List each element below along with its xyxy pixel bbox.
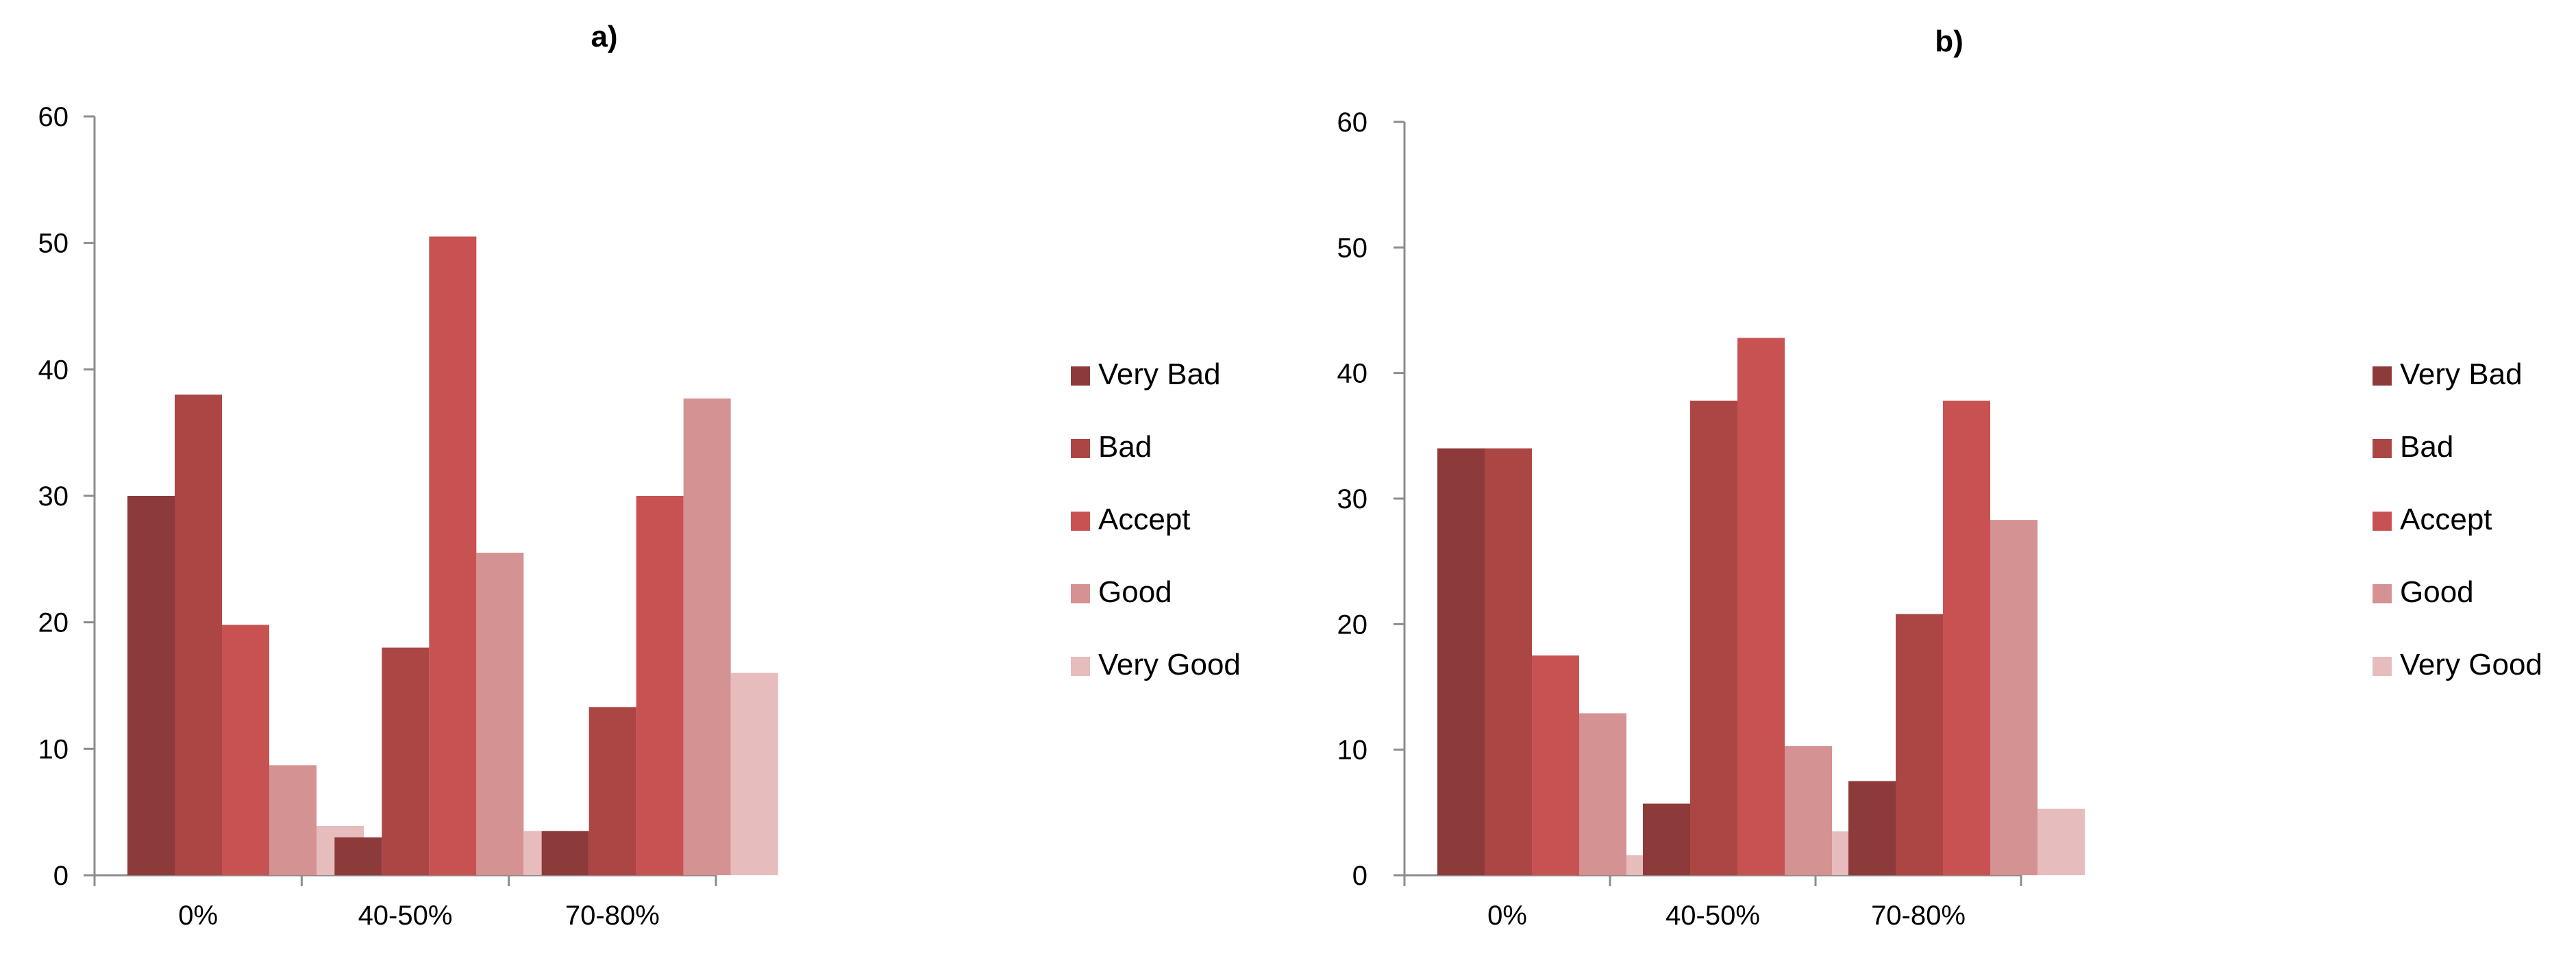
- bar-0-accept: [222, 625, 269, 875]
- y-tick-label: 50: [38, 229, 69, 259]
- bar-70-80-bad: [589, 707, 636, 875]
- x-tick-label: 40-50%: [1665, 901, 1760, 931]
- bar-70-80-very-bad: [1848, 781, 1896, 875]
- legend-swatch-good: [1071, 584, 1090, 603]
- y-tick-label: 30: [1337, 484, 1368, 514]
- y-tick-label: 20: [38, 608, 69, 638]
- bar-70-80-good: [1990, 520, 2038, 875]
- legend-swatch-very-good: [2373, 657, 2392, 676]
- bar-70-80-good: [683, 398, 731, 875]
- legend-label-bad: Bad: [2400, 430, 2453, 464]
- y-tick-label: 50: [1337, 233, 1368, 263]
- bar-0-very-bad: [1437, 448, 1485, 875]
- legend-label-very-bad: Very Bad: [1098, 357, 1221, 391]
- bar-0-good: [269, 765, 317, 875]
- legend-swatch-very-bad: [2373, 366, 2392, 386]
- x-tick-label: 70-80%: [1871, 901, 1966, 931]
- bar-70-80-bad: [1896, 614, 1943, 875]
- legend-swatch-good: [2373, 584, 2392, 603]
- bar-70-80-accept: [636, 496, 684, 875]
- y-tick-label: 30: [38, 481, 69, 512]
- bar-0-good: [1579, 713, 1626, 875]
- x-tick-label: 70-80%: [565, 901, 660, 931]
- chart-title: a): [591, 20, 617, 53]
- y-tick-label: 40: [38, 355, 69, 385]
- chart-b: b) 0 10 20 30 40 50 60 0% 40-50% 70-80% Very Bad Bad…: [1337, 25, 2542, 931]
- legend-swatch-very-good: [1071, 657, 1090, 676]
- legend: Very Bad Bad Accept Good Very Good: [2373, 357, 2542, 681]
- bar-70-80-very-bad: [541, 831, 589, 875]
- chart-title: b): [1935, 25, 1964, 58]
- legend-swatch-accept: [1071, 512, 1090, 531]
- y-tick-label: 20: [1337, 610, 1368, 640]
- bar-40-50-accept: [429, 236, 477, 875]
- bar-40-50-good: [1785, 746, 1832, 875]
- y-tick-label: 0: [53, 861, 69, 891]
- legend-label-very-bad: Very Bad: [2400, 357, 2523, 391]
- bar-0-bad: [175, 394, 222, 875]
- legend-label-bad: Bad: [1098, 430, 1152, 464]
- bar-40-50-very-bad: [1643, 803, 1690, 875]
- x-tick-label: 0%: [178, 901, 218, 931]
- bar-70-80-very-good: [730, 673, 778, 875]
- bar-40-50-very-bad: [334, 837, 382, 875]
- bar-70-80-accept: [1943, 401, 1990, 875]
- bar-0-accept: [1532, 655, 1579, 875]
- bar-40-50-good: [476, 553, 524, 875]
- bar-40-50-accept: [1737, 338, 1785, 875]
- legend-label-very-good: Very Good: [1098, 648, 1241, 681]
- bar-0-very-bad: [127, 496, 175, 875]
- legend-label-good: Good: [1098, 575, 1172, 609]
- legend-swatch-bad: [2373, 439, 2392, 458]
- bar-40-50-bad: [382, 647, 430, 875]
- legend: Very Bad Bad Accept Good Very Good: [1071, 357, 1241, 681]
- y-tick-label: 10: [38, 734, 69, 764]
- x-tick-label: 40-50%: [358, 901, 453, 931]
- bar-0-bad: [1485, 448, 1532, 875]
- chart-a: a) 0 10 20 30 40 50 60 0% 40-50% 70-80% Very Bad Bad…: [38, 20, 1241, 931]
- legend-swatch-accept: [2373, 512, 2392, 531]
- legend-swatch-very-bad: [1071, 366, 1090, 386]
- legend-label-very-good: Very Good: [2400, 648, 2542, 681]
- x-tick-label: 0%: [1487, 901, 1527, 931]
- legend-label-good: Good: [2400, 575, 2474, 609]
- y-tick-label: 60: [1337, 108, 1368, 138]
- y-tick-label: 0: [1352, 861, 1367, 891]
- y-tick-label: 10: [1337, 736, 1368, 766]
- legend-label-accept: Accept: [1098, 503, 1191, 536]
- y-tick-label: 40: [1337, 359, 1368, 389]
- bar-40-50-bad: [1690, 401, 1737, 875]
- legend-swatch-bad: [1071, 439, 1090, 458]
- y-tick-label: 60: [38, 102, 69, 132]
- legend-label-accept: Accept: [2400, 503, 2492, 536]
- bar-70-80-very-good: [2038, 808, 2085, 875]
